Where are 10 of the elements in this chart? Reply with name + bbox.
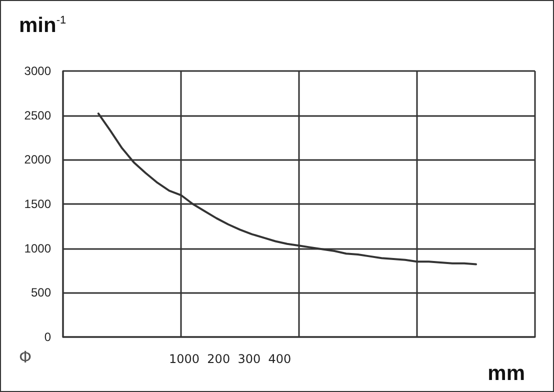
y-tick-label: 0	[44, 330, 52, 344]
y-tick-label: 500	[30, 286, 52, 300]
y-tick-label: 3000	[24, 64, 52, 78]
y-tick-label: 2000	[24, 152, 52, 167]
y-tick-label: 2500	[24, 108, 52, 122]
y-tick-label: 1000	[24, 241, 52, 256]
y-tick-label: 1500	[24, 197, 52, 211]
x-axis-title: mm	[488, 362, 526, 385]
text: Φ	[19, 348, 32, 366]
text: 1000 200 300 400	[169, 352, 292, 366]
